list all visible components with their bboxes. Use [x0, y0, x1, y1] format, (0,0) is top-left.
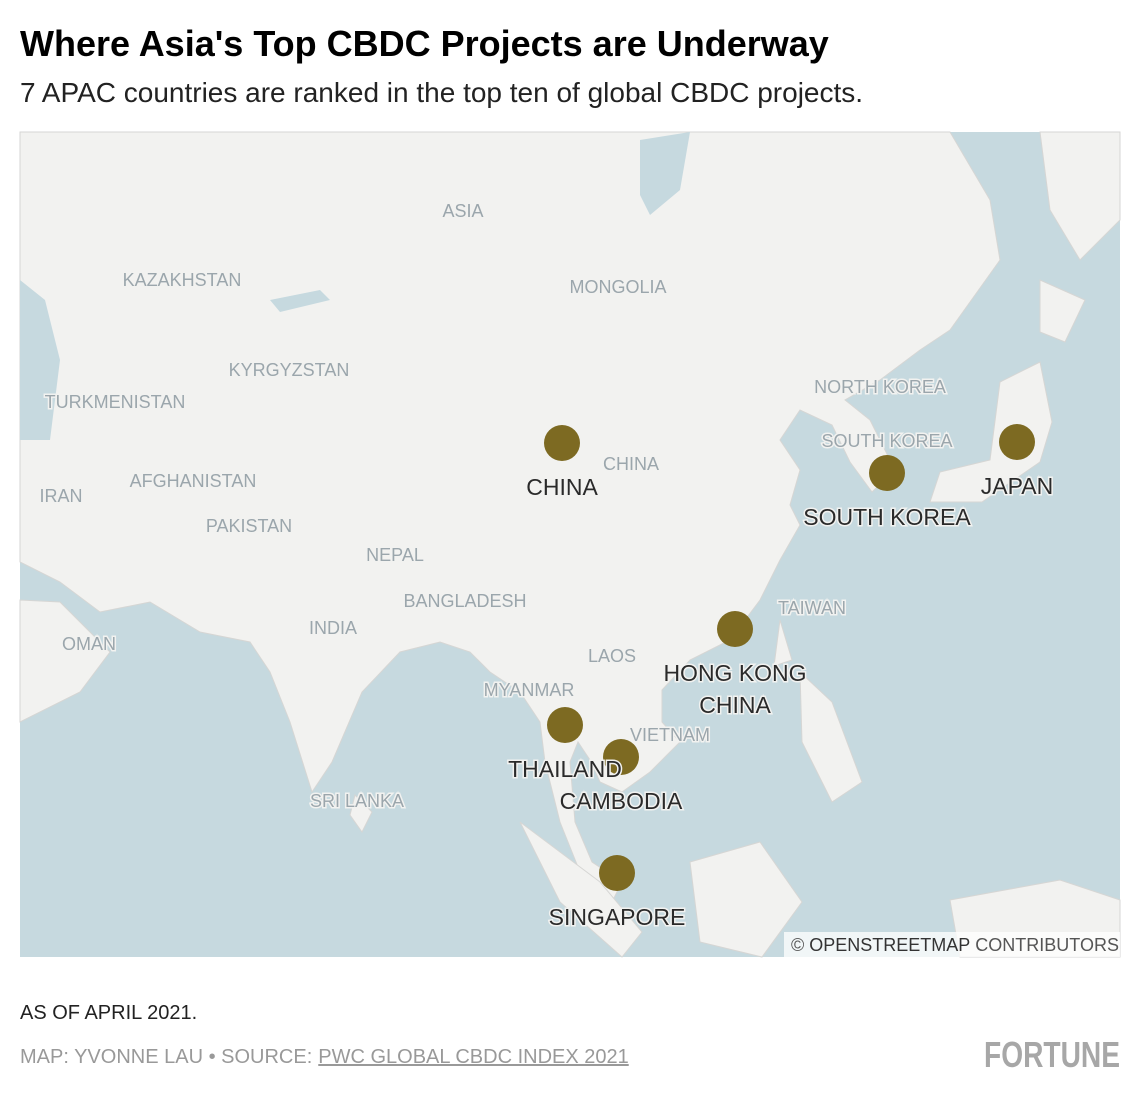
marker-label: HONG KONG: [663, 660, 806, 686]
region-label: NEPAL: [366, 545, 424, 565]
marker: [599, 855, 635, 891]
sri-lanka: [349, 794, 373, 833]
region-label: KAZAKHSTAN: [123, 270, 242, 290]
map: ASIA KAZAKHSTAN MONGOLIA KYRGYZSTAN TURK…: [19, 131, 1121, 958]
region-label: KYRGYZSTAN: [229, 360, 350, 380]
region-label: OMAN: [62, 634, 116, 654]
region-label: IRAN: [39, 486, 82, 506]
region-label: PAKISTAN: [206, 516, 292, 536]
taiwan: [773, 619, 793, 667]
source-link[interactable]: PWC GLOBAL CBDC INDEX 2021: [318, 1046, 628, 1068]
attribution-link[interactable]: OPENSTREETMAP: [809, 935, 970, 955]
note: AS OF APRIL 2021.: [20, 1002, 197, 1024]
region-label: ASIA: [442, 201, 483, 221]
region-label: CHINA: [603, 454, 659, 474]
arabia: [19, 599, 111, 723]
region-label: SRI LANKA: [310, 791, 404, 811]
marker: [603, 739, 639, 775]
marker: [717, 611, 753, 647]
region-label: MYANMAR: [484, 680, 575, 700]
region-label: NORTH KOREA: [814, 377, 946, 397]
region-label: VIETNAM: [630, 725, 710, 745]
honshu: [929, 361, 1053, 503]
marker-label: SINGAPORE: [549, 904, 686, 930]
lake-baikal: [640, 132, 690, 215]
region-label: BANGLADESH: [403, 591, 526, 611]
kamchatka: [1039, 131, 1121, 261]
marker-label: CHINA: [526, 474, 598, 500]
logo: FORTUNE: [984, 1034, 1120, 1075]
marker-label: CAMBODIA: [560, 788, 683, 814]
marker-label: CHINA: [699, 692, 771, 718]
region-label: MONGOLIA: [569, 277, 666, 297]
marker: [547, 707, 583, 743]
hokkaido: [1039, 279, 1086, 343]
marker: [999, 424, 1035, 460]
marker: [544, 425, 580, 461]
attribution: © OPENSTREETMAP CONTRIBUTORS: [791, 935, 1119, 955]
region-label: TURKMENISTAN: [45, 392, 186, 412]
borneo: [689, 841, 803, 958]
region-label: TAIWAN: [778, 598, 846, 618]
attribution-box: [784, 932, 1120, 957]
credit-text: MAP: YVONNE LAU • SOURCE:: [20, 1046, 312, 1068]
lake: [270, 290, 330, 312]
philippines: [799, 670, 863, 803]
region-label: AFGHANISTAN: [130, 471, 257, 491]
caspian-sea: [20, 280, 60, 440]
attribution-symbol: ©: [791, 935, 804, 955]
credit: MAP: YVONNE LAU • SOURCE: PWC GLOBAL CBDC…: [20, 1046, 629, 1068]
title: Where Asia's Top CBDC Projects are Under…: [20, 23, 829, 64]
marker-label: JAPAN: [981, 473, 1053, 499]
region-label: SOUTH KOREA: [821, 431, 952, 451]
region-label: LAOS: [588, 646, 636, 666]
sumatra: [519, 821, 643, 958]
marker: [869, 455, 905, 491]
marker-label: THAILAND: [508, 756, 622, 782]
attribution-text: CONTRIBUTORS: [975, 935, 1119, 955]
region-label: INDIA: [309, 618, 357, 638]
subtitle: 7 APAC countries are ranked in the top t…: [20, 77, 863, 108]
marker-label: SOUTH KOREA: [803, 504, 971, 530]
